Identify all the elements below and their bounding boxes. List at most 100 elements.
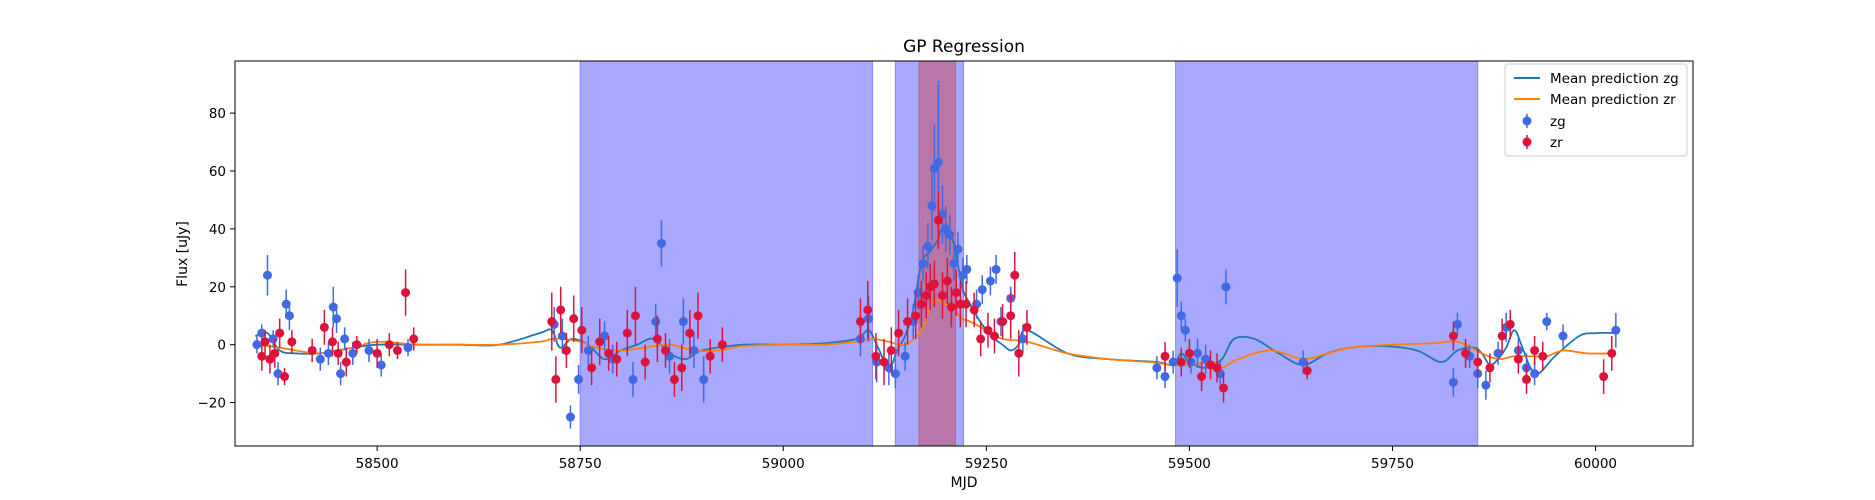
x-tick-label-3: 59250 (965, 456, 1008, 472)
point-zr-0 (257, 351, 267, 361)
point-zr-27 (612, 354, 622, 364)
point-zr-4 (275, 328, 285, 338)
point-zg-69 (1298, 357, 1308, 367)
point-zg-32 (864, 314, 874, 324)
point-zr-40 (863, 305, 873, 315)
point-zg-12 (340, 334, 350, 344)
point-zg-47 (949, 259, 959, 269)
point-zr-25 (595, 337, 605, 347)
point-zr-34 (677, 363, 687, 373)
point-zg-7 (315, 354, 325, 364)
point-zg-10 (332, 314, 342, 324)
point-zg-50 (962, 264, 972, 274)
point-zr-47 (916, 299, 926, 309)
point-zg-13 (348, 348, 358, 358)
point-zr-54 (946, 302, 956, 312)
point-zg-19 (565, 412, 575, 422)
point-zr-85 (1599, 372, 1609, 382)
point-zr-83 (1530, 345, 1540, 355)
point-zr-45 (903, 317, 913, 327)
x-tick-label-6: 60000 (1574, 456, 1617, 472)
point-zg-75 (1493, 348, 1503, 358)
y-tick-label-5: 80 (209, 106, 226, 122)
point-zg-64 (1186, 357, 1196, 367)
point-zg-21 (583, 345, 593, 355)
point-zr-28 (622, 328, 632, 338)
point-zr-43 (886, 345, 896, 355)
point-zr-26 (604, 348, 614, 358)
point-zr-77 (1473, 357, 1483, 367)
point-zr-81 (1513, 354, 1523, 364)
legend-label-zr: zr (1550, 135, 1563, 151)
point-zr-7 (307, 345, 317, 355)
point-zr-24 (587, 363, 597, 373)
point-zr-39 (855, 317, 865, 327)
point-zr-18 (547, 317, 557, 327)
x-axis-ticks: 58500 58750 59000 59250 59500 59750 60000 (356, 446, 1617, 472)
point-zg-14 (364, 345, 374, 355)
point-zr-32 (660, 345, 670, 355)
point-zg-0 (252, 340, 262, 350)
point-zr-21 (561, 345, 571, 355)
point-zg-63 (1180, 325, 1190, 335)
point-zg-2 (262, 270, 272, 280)
point-zr-6 (287, 337, 297, 347)
point-zr-11 (341, 357, 351, 367)
point-zg-53 (985, 276, 995, 286)
point-zr-14 (384, 340, 394, 350)
point-zg-59 (1160, 372, 1170, 382)
point-zg-80 (1542, 317, 1552, 327)
x-tick-label-2: 59000 (762, 456, 805, 472)
point-zg-20 (574, 374, 584, 384)
point-zg-30 (699, 374, 709, 384)
plot-frame (234, 60, 1694, 447)
y-tick-label-1: 0 (217, 338, 226, 354)
y-tick-label-3: 40 (209, 222, 226, 238)
point-zg-8 (323, 348, 333, 358)
point-zr-23 (577, 325, 587, 335)
x-tick-label-4: 59500 (1168, 456, 1211, 472)
legend-box (1504, 63, 1688, 157)
point-zr-61 (989, 331, 999, 341)
point-zr-31 (652, 334, 662, 344)
point-zr-36 (693, 311, 703, 321)
y-tick-label-2: 20 (209, 280, 226, 296)
point-zr-79 (1497, 331, 1507, 341)
point-zg-46 (945, 230, 955, 240)
point-zg-43 (933, 157, 943, 167)
y-axis-ticks: −20 0 20 40 60 80 (198, 106, 235, 412)
point-zr-9 (327, 337, 337, 347)
point-zg-39 (918, 259, 928, 269)
point-zr-53 (942, 276, 952, 286)
point-zr-60 (983, 325, 993, 335)
chart-title: GP Regression (903, 37, 1025, 57)
point-zr-10 (333, 348, 343, 358)
point-zg-58 (1152, 363, 1162, 373)
point-zr-19 (551, 374, 561, 384)
point-zr-51 (933, 215, 943, 225)
point-zr-1 (260, 337, 270, 347)
point-zr-30 (640, 357, 650, 367)
point-zr-62 (998, 317, 1008, 327)
point-zr-52 (937, 290, 947, 300)
point-zg-65 (1193, 348, 1203, 358)
point-zg-6 (284, 311, 294, 321)
point-zr-58 (969, 305, 979, 315)
y-axis-label: Flux [uJy] (175, 221, 191, 287)
point-zr-8 (319, 322, 329, 332)
x-axis-label: MJD (951, 475, 978, 491)
point-zg-82 (1611, 325, 1621, 335)
point-zg-71 (1452, 319, 1462, 329)
point-zg-54 (991, 264, 1001, 274)
legend: Mean prediction zg Mean prediction zr zg… (1504, 63, 1688, 157)
y-tick-label-4: 60 (209, 164, 226, 180)
point-zr-75 (1448, 331, 1458, 341)
point-zr-48 (921, 290, 931, 300)
point-zg-70 (1448, 377, 1458, 387)
x-tick-label-0: 58500 (356, 456, 399, 472)
point-zg-16 (403, 343, 413, 353)
point-zg-62 (1176, 311, 1186, 321)
point-zg-52 (977, 285, 987, 295)
point-zr-22 (569, 314, 579, 324)
point-zr-41 (871, 351, 881, 361)
